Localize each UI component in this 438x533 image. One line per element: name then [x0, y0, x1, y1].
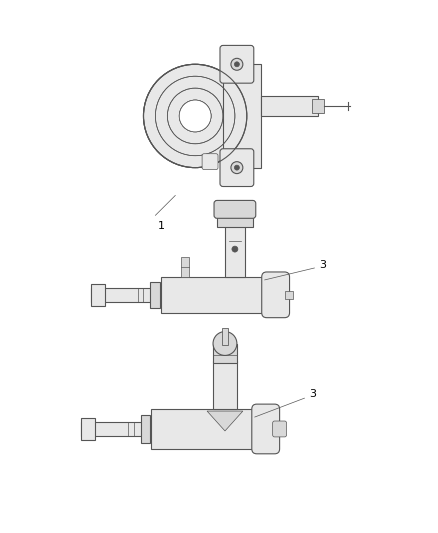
Bar: [91, 288, 155, 302]
Circle shape: [234, 165, 240, 170]
Bar: [217, 212, 253, 227]
FancyBboxPatch shape: [262, 272, 290, 318]
Bar: [213, 361, 237, 409]
Polygon shape: [207, 411, 243, 431]
FancyBboxPatch shape: [202, 154, 218, 169]
Bar: [285, 291, 293, 299]
Bar: [161, 277, 271, 313]
FancyBboxPatch shape: [273, 421, 286, 437]
Circle shape: [231, 161, 243, 174]
Bar: [81, 418, 95, 440]
Bar: [225, 225, 245, 277]
FancyBboxPatch shape: [220, 45, 254, 83]
Bar: [181, 257, 189, 277]
Bar: [223, 64, 261, 168]
Bar: [222, 328, 228, 345]
FancyBboxPatch shape: [220, 149, 254, 187]
Circle shape: [232, 246, 238, 252]
Text: 1: 1: [157, 221, 164, 231]
Bar: [150, 282, 160, 308]
Bar: [152, 409, 261, 449]
Circle shape: [231, 58, 243, 70]
Bar: [261, 96, 318, 116]
Text: 3: 3: [309, 389, 316, 399]
Circle shape: [179, 100, 211, 132]
Circle shape: [144, 64, 247, 168]
Circle shape: [179, 100, 211, 132]
FancyBboxPatch shape: [252, 404, 279, 454]
Bar: [141, 415, 150, 443]
Bar: [91, 284, 105, 306]
Bar: [81, 422, 145, 436]
Bar: [312, 99, 324, 113]
Circle shape: [213, 332, 237, 356]
Bar: [213, 343, 237, 364]
Circle shape: [234, 62, 240, 67]
FancyBboxPatch shape: [214, 200, 256, 219]
Text: 3: 3: [319, 260, 326, 270]
